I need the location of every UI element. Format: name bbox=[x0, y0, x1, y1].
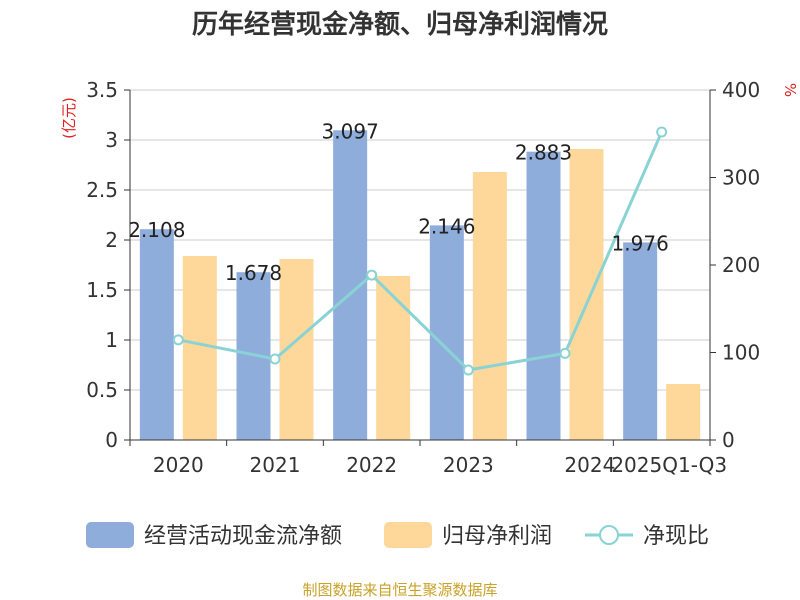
y-left-tick-label: 1.5 bbox=[86, 278, 118, 302]
legend-swatch bbox=[86, 522, 134, 548]
legend[interactable]: 经营活动现金流净额 归母净利润 净现比 bbox=[86, 522, 709, 549]
data-labels: 2.108 1.678 3.097 2.146 2.883 1.976 bbox=[128, 119, 669, 285]
data-label: 1.678 bbox=[225, 261, 282, 285]
bar-cashflow bbox=[623, 242, 658, 440]
y-left-tick-label: 2.5 bbox=[86, 178, 118, 202]
bar-net-profit bbox=[376, 276, 411, 440]
ratio-point bbox=[269, 353, 281, 365]
legend-label: 净现比 bbox=[643, 524, 709, 549]
source-note: 制图数据来自恒生聚源数据库 bbox=[302, 581, 497, 599]
legend-item[interactable]: 净现比 bbox=[585, 524, 709, 549]
legend-swatch bbox=[384, 522, 432, 548]
bar-cashflow bbox=[429, 225, 464, 440]
y-right-unit: % bbox=[781, 83, 799, 97]
y-right-tick-label: 200 bbox=[722, 253, 760, 277]
y-right-tick-label: 400 bbox=[722, 78, 760, 102]
ratio-point bbox=[462, 364, 474, 376]
ratio-point bbox=[172, 334, 184, 346]
legend-label: 归母净利润 bbox=[442, 524, 552, 549]
x-tick-label: 2022 bbox=[346, 453, 397, 477]
bar-net-profit bbox=[182, 256, 217, 440]
bar-cashflow bbox=[139, 229, 174, 440]
legend-label: 经营活动现金流净额 bbox=[144, 524, 342, 549]
ratio-line bbox=[172, 126, 668, 376]
legend-marker bbox=[599, 525, 619, 545]
y-left-unit: (亿元) bbox=[60, 97, 78, 139]
axes: 0 0.5 1 1.5 2 2.5 3 3.5 0 100 200 300 400 (亿元)% 2020 20… bbox=[60, 78, 799, 477]
legend-item[interactable]: 经营活动现金流净额 bbox=[86, 522, 342, 549]
bar-net-profit bbox=[666, 384, 701, 440]
gridlines bbox=[130, 89, 710, 391]
legend-item[interactable]: 归母净利润 bbox=[384, 522, 552, 549]
y-left-tick-label: 3.5 bbox=[86, 78, 118, 102]
data-label: 2.108 bbox=[128, 218, 185, 242]
x-tick-label: 2020 bbox=[153, 453, 204, 477]
y-right-tick-label: 300 bbox=[722, 166, 760, 190]
ratio-point bbox=[559, 347, 571, 359]
y-left-tick-label: 0.5 bbox=[86, 378, 118, 402]
y-left-tick-label: 3 bbox=[105, 128, 118, 152]
ratio-line-path bbox=[178, 131, 664, 372]
x-tick-label: 2021 bbox=[250, 453, 301, 477]
y-left-tick-label: 1 bbox=[105, 328, 118, 352]
y-right-tick-label: 0 bbox=[722, 428, 735, 452]
data-label: 2.883 bbox=[515, 141, 572, 165]
data-label: 2.146 bbox=[418, 214, 475, 238]
x-tick-label: 2024 bbox=[564, 453, 615, 477]
ratio-point bbox=[366, 269, 378, 281]
y-right-tick-label: 100 bbox=[722, 341, 760, 365]
data-label: 3.097 bbox=[322, 119, 379, 143]
x-tick-label: 2023 bbox=[443, 453, 494, 477]
bar-net-profit bbox=[472, 172, 507, 440]
bar-cashflow bbox=[526, 151, 561, 440]
bar-net-profit bbox=[569, 149, 604, 440]
ratio-point bbox=[656, 126, 668, 138]
x-tick-label: 2025Q1-Q3 bbox=[611, 453, 727, 477]
data-label: 1.976 bbox=[612, 231, 669, 255]
y-left-tick-label: 0 bbox=[105, 428, 118, 452]
y-left-tick-label: 2 bbox=[105, 228, 118, 252]
chart-title: 历年经营现金净额、归母净利润情况 bbox=[192, 9, 608, 40]
